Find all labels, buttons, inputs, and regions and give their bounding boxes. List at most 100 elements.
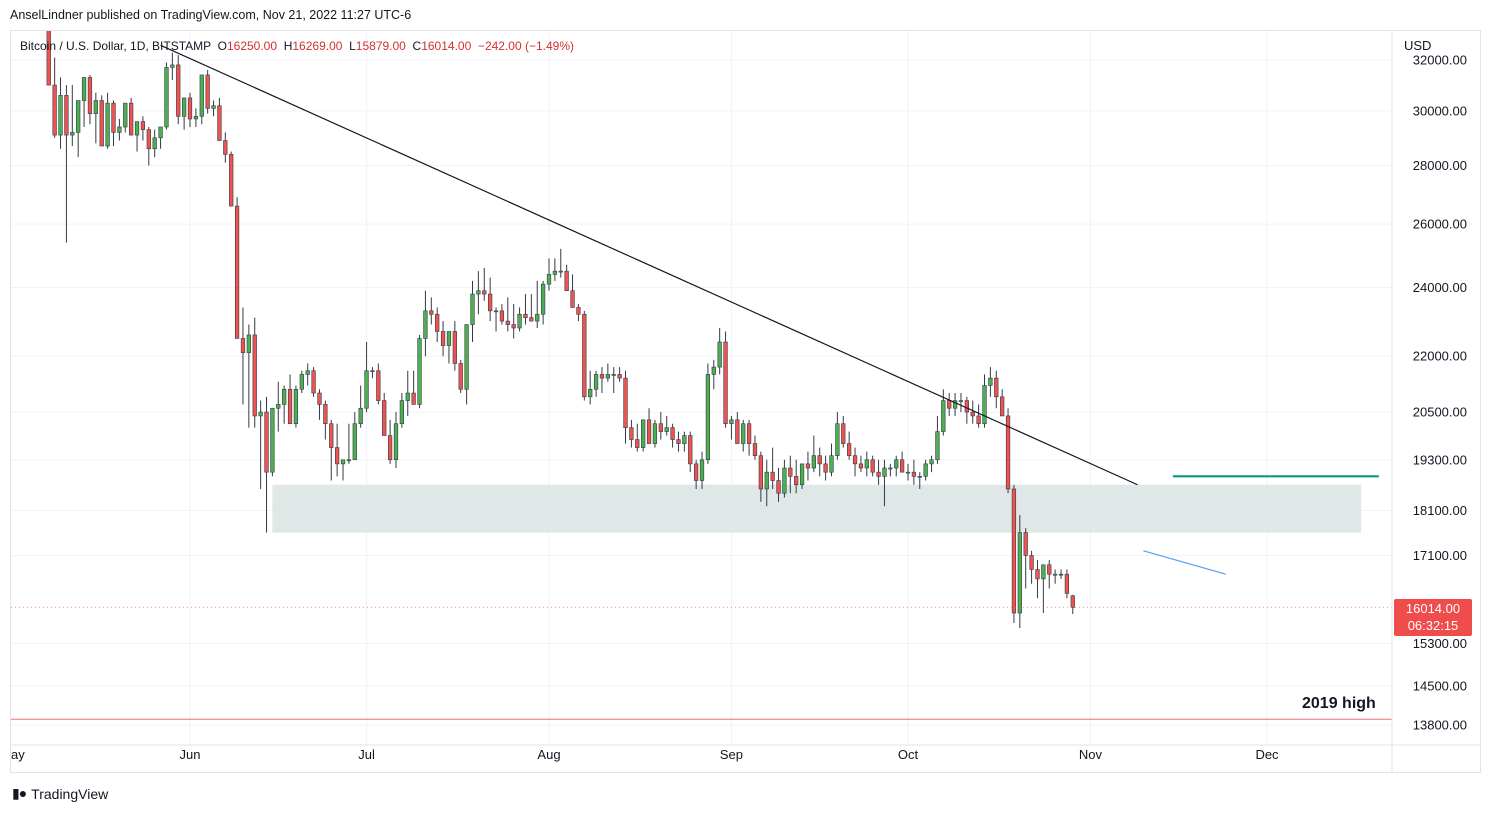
candle-body-159 <box>982 385 987 425</box>
candle-body-8 <box>93 100 98 114</box>
candle-body-73 <box>476 290 481 295</box>
y-tick-label-4: 18100.00 <box>1413 503 1467 518</box>
candle-body-65 <box>429 310 434 315</box>
candle-body-102 <box>646 419 652 444</box>
candle-body-23 <box>181 97 187 117</box>
candle-body-153 <box>947 400 952 409</box>
plot-area <box>11 31 1392 720</box>
legend-low-label: L <box>349 39 356 53</box>
candle-body-21 <box>170 64 175 68</box>
legend-high-label: H <box>283 39 293 53</box>
candle-body-48 <box>329 423 334 448</box>
candle-body-12 <box>117 126 122 133</box>
candle-body-11 <box>111 102 116 133</box>
y-tick-label-8: 24000.00 <box>1413 280 1467 295</box>
candle-body-134 <box>835 423 840 456</box>
support-zone <box>272 484 1362 533</box>
candle-body-146 <box>905 471 911 474</box>
currency-selector[interactable]: USD <box>1404 38 1432 53</box>
candle-body-128 <box>799 463 805 486</box>
candle-body-93 <box>593 374 599 390</box>
candle-body-67 <box>440 331 446 346</box>
y-tick-label-2: 15300.00 <box>1413 636 1467 651</box>
candle-body-142 <box>882 467 887 477</box>
y-tick-label-7: 22000.00 <box>1413 349 1467 364</box>
candle-body-68 <box>446 331 452 346</box>
candle-body-77 <box>499 310 505 322</box>
publisher-caption: AnselLindner published on TradingView.co… <box>10 8 412 22</box>
candle-body-152 <box>941 400 946 432</box>
ohlc-legend: Bitcoin / U.S. Dollar, 1D, BITSTAMP O162… <box>20 39 574 53</box>
candle-body-131 <box>817 455 822 465</box>
candle-body-95 <box>605 374 610 379</box>
legend-symbol: Bitcoin / U.S. Dollar, 1D, BITSTAMP <box>20 39 211 53</box>
legend-low: 15879.00 <box>355 39 406 53</box>
candle-body-111 <box>699 459 705 481</box>
candle-body-53 <box>358 407 363 425</box>
candle-body-83 <box>535 313 540 322</box>
candle-body-82 <box>529 317 534 322</box>
candle-body-62 <box>411 392 416 405</box>
candle-body-109 <box>688 435 693 465</box>
candle-body-51 <box>346 459 352 462</box>
candle-body-56 <box>376 370 381 401</box>
candle-body-132 <box>823 463 828 473</box>
candle-body-27 <box>205 74 210 109</box>
candle-body-138 <box>858 463 864 469</box>
candle-body-125 <box>782 467 787 494</box>
candle-body-98 <box>623 377 628 428</box>
candle-body-88 <box>564 270 569 292</box>
candle-body-18 <box>152 137 157 150</box>
candle-body-28 <box>211 105 216 109</box>
footer-brand-label: TradingView <box>31 785 109 802</box>
candle-body-54 <box>364 370 369 409</box>
candle-body-155 <box>958 400 964 402</box>
candle-body-91 <box>582 313 587 398</box>
x-tick-label-5: Oct <box>898 747 919 762</box>
candle-body-133 <box>829 455 834 473</box>
candle-body-129 <box>805 463 811 469</box>
candle-body-10 <box>105 102 110 147</box>
candle-body-3 <box>64 95 69 136</box>
candle-body-148 <box>917 476 922 478</box>
x-tick-label-7: Dec <box>1255 747 1279 762</box>
candle-body-124 <box>776 480 781 494</box>
candle-body-166 <box>1023 532 1028 556</box>
y-tick-label-11: 30000.00 <box>1413 104 1467 119</box>
y-tick-label-5: 19300.00 <box>1413 452 1467 467</box>
candle-body-30 <box>223 140 228 155</box>
candle-body-43 <box>299 374 304 390</box>
candle-body-49 <box>335 447 340 465</box>
axis-top-mask <box>1393 31 1480 53</box>
tradingview-logo-icon: ▮● <box>12 785 27 801</box>
candle-body-162 <box>1000 396 1005 417</box>
candle-body-72 <box>470 293 475 325</box>
candle-body-40 <box>282 388 287 405</box>
candle-body-2 <box>58 95 63 136</box>
candle-body-6 <box>81 77 87 101</box>
candle-body-60 <box>399 400 404 425</box>
candle-body-58 <box>387 435 393 461</box>
candle-body-170 <box>1047 564 1052 575</box>
candle-body-29 <box>217 105 222 141</box>
annotation-2019-high: 2019 high <box>1302 695 1376 712</box>
legend-open-label: O <box>217 39 227 53</box>
candle-body-64 <box>423 310 428 339</box>
candle-body-7 <box>87 77 93 114</box>
candle-body-103 <box>652 423 658 444</box>
candle-body-38 <box>270 407 275 473</box>
candle-body-59 <box>393 423 399 461</box>
candle-body-135 <box>841 423 846 444</box>
last-price: 16014.00 <box>1405 601 1461 616</box>
candle-body-151 <box>935 431 940 461</box>
candle-body-55 <box>370 370 375 373</box>
footer-brand[interactable]: ▮● TradingView <box>12 785 108 802</box>
candle-body-39 <box>276 404 281 409</box>
candle-body-37 <box>264 411 269 473</box>
candle-body-121 <box>758 455 763 490</box>
candle-body-16 <box>140 121 146 130</box>
x-tick-label-0: ay <box>11 747 25 762</box>
candle-body-9 <box>99 100 104 147</box>
candle-body-36 <box>258 411 263 417</box>
